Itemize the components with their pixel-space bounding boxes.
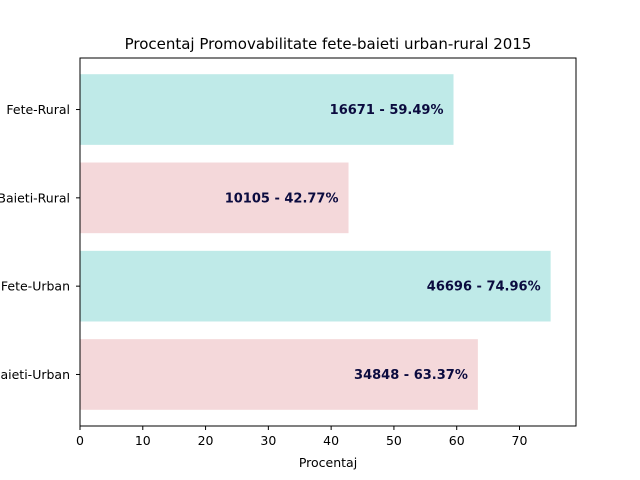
data-label-baieti-rural: 10105 - 42.77%: [225, 191, 339, 206]
x-axis-ticks: 0 10 20 30 40 50 60 70: [76, 426, 527, 448]
y-tick-label: Baieti-Rural: [0, 190, 70, 205]
x-tick-label: 40: [323, 433, 339, 448]
bars-group: [80, 74, 551, 410]
bar-baieti-rural: [80, 162, 349, 234]
x-tick-label: 70: [512, 433, 528, 448]
data-label-fete-urban: 46696 - 74.96%: [427, 280, 541, 295]
data-labels-group: 34848 - 63.37% 46696 - 74.96% 10105 - 42.7…: [225, 103, 541, 383]
plot-frame: [79, 57, 577, 427]
y-tick-label: Baieti-Urban: [0, 367, 70, 382]
bar-fete-rural: [80, 74, 454, 145]
x-tick-label: 0: [76, 433, 84, 448]
data-label-fete-rural: 16671 - 59.49%: [330, 103, 444, 118]
chart-title: Procentaj Promovabilitate fete-baieti ur…: [125, 35, 532, 53]
x-tick-label: 50: [386, 433, 402, 448]
y-axis-ticks: Baieti-Urban Fete-Urban Baieti-Rural Fete-R…: [0, 102, 80, 382]
x-tick-label: 20: [198, 433, 214, 448]
x-tick-label: 10: [135, 433, 151, 448]
x-axis-label: Procentaj: [299, 455, 357, 470]
bar-fete-urban: [80, 250, 551, 322]
bar-baieti-urban: [80, 339, 478, 410]
x-tick-label: 60: [449, 433, 465, 448]
data-label-baieti-urban: 34848 - 63.37%: [354, 368, 468, 383]
y-tick-label: Fete-Rural: [6, 102, 70, 117]
y-tick-label: Fete-Urban: [1, 279, 70, 294]
x-tick-label: 30: [260, 433, 276, 448]
